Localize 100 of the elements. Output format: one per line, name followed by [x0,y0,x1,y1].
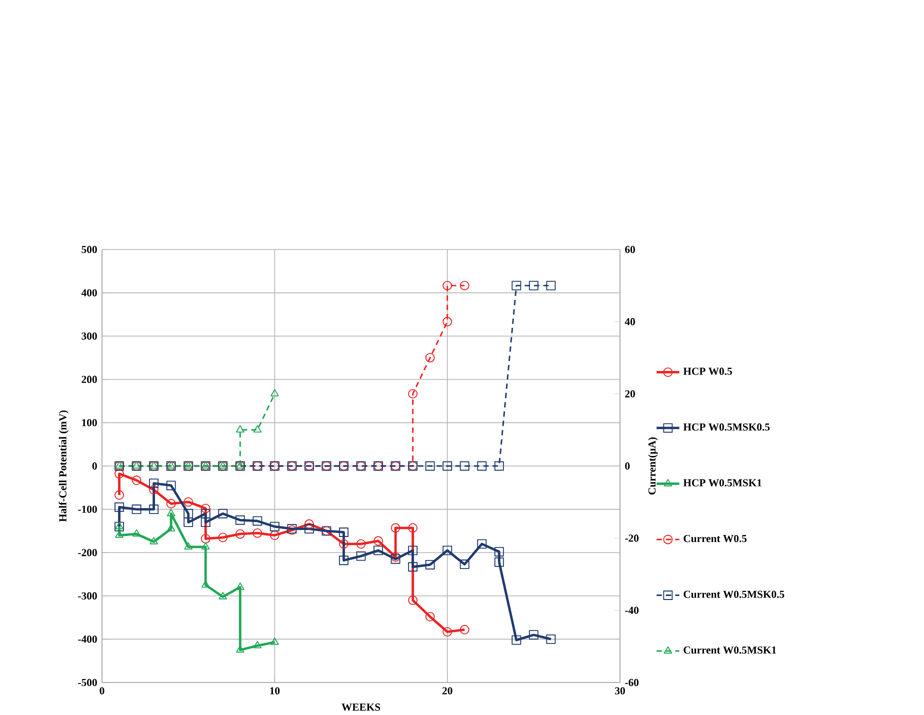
legend-label: Current W0.5 [684,534,747,542]
point [150,536,158,544]
point [184,461,193,468]
point [408,562,418,572]
y-tick-label: -100 [78,506,97,513]
point [374,546,384,556]
point [200,517,210,527]
point [166,498,176,508]
point [390,523,400,533]
point [442,280,452,290]
point [114,468,124,478]
y-tick-label: -400 [78,635,97,643]
point [218,592,228,600]
point [149,484,159,494]
x-tick-label: 20 [442,687,452,694]
point [339,527,348,537]
point [494,461,504,471]
x-tick-label: 30 [615,687,625,694]
point [442,546,452,556]
point [236,461,244,468]
point [512,280,522,290]
legend-label: HCP W0.5MSK0.5 [683,423,770,431]
point [115,461,124,468]
y-tick-label: 200 [82,376,97,383]
point [200,504,210,514]
point [114,502,124,512]
point [512,635,522,645]
y2-tick-label: 20 [625,390,635,398]
point [477,539,487,549]
point [253,640,262,648]
point [528,280,538,290]
point [270,637,279,645]
y-tick-label: 100 [82,418,97,426]
point [494,546,504,556]
point [132,529,141,536]
point [201,542,210,550]
point [477,461,487,471]
y2-tick-label: 0 [625,462,630,470]
point [460,624,470,634]
point [218,461,228,468]
point [494,557,504,567]
point [425,461,435,471]
legend-label: HCP W0.5MSK1 [683,479,762,486]
y-tick-label: -200 [78,548,97,556]
y-tick-label: 400 [81,289,97,296]
x-tick-label: 10 [270,687,280,694]
point [235,529,245,539]
point [149,478,159,488]
point [200,534,210,544]
point [166,508,176,516]
point [150,461,158,468]
point [460,280,470,290]
y-tick-label: -500 [78,678,97,686]
point [184,542,193,550]
point [149,504,159,514]
point [270,522,280,532]
point [184,497,194,507]
legend-label: HCP W0.5 [683,368,732,375]
point [356,539,366,549]
point [200,508,210,518]
point [132,461,141,468]
point [408,388,418,398]
point [218,532,228,542]
y-tick-label: -300 [78,592,97,600]
y2-tick-label: -40 [625,606,639,614]
point [236,425,244,432]
point [546,280,556,290]
point [270,530,280,540]
legend-label: Current W0.5MSK0.5 [684,590,784,598]
point [546,634,556,644]
point [132,504,142,514]
point [425,612,435,622]
point [460,461,470,471]
point [166,480,176,490]
point [356,551,366,561]
y2-tick-label: 40 [624,318,635,326]
point [339,539,348,549]
point [425,352,435,362]
point [184,517,194,527]
point [201,461,210,468]
x-axis-title: WEEKS [342,703,380,711]
legend-label: Current W0.5MSK1 [684,646,776,654]
point [184,508,194,518]
x-tick-label: 0 [100,687,104,694]
y-axis-title: Half-Cell Potential (mV) [58,410,69,522]
y2-tick-label: -20 [625,534,639,542]
point [218,508,228,518]
point [132,475,142,485]
y2-axis-title: Current(µA) [648,437,658,494]
point [166,461,176,468]
point [252,516,262,526]
point [339,556,348,566]
y-tick-label: 0 [92,462,97,470]
point [304,519,314,529]
point [270,388,279,396]
y2-tick-label: -60 [625,678,639,686]
point [442,626,452,636]
y2-tick-label: 60 [625,246,635,253]
point [304,524,314,534]
point [236,582,244,590]
